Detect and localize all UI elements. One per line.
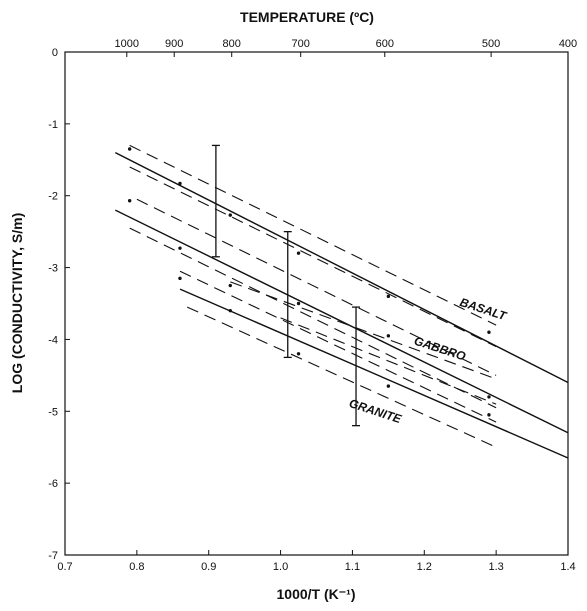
points-layer — [127, 147, 491, 417]
top-tick-label: 800 — [223, 38, 241, 50]
label-gabbro: GABBRO — [412, 334, 468, 364]
errorbar-layer — [211, 144, 361, 427]
y-tick-label: -3 — [48, 263, 58, 275]
y-tick-label: -6 — [48, 478, 58, 490]
axis-layer: 0.7 0.8 0.9 1.0 1.1 1.2 1.3 1.4 0 -1 -2 -3 -4 -5 -6 -7 1… — [48, 38, 577, 573]
data-point — [127, 199, 132, 203]
data-point — [487, 395, 491, 399]
series-line-gabbro — [114, 209, 569, 434]
y-tick-label: -2 — [48, 191, 58, 203]
data-point — [228, 308, 232, 313]
data-point — [228, 213, 232, 217]
dashed-line — [179, 270, 497, 423]
top-tick-label: 600 — [376, 38, 394, 50]
data-point — [178, 181, 182, 186]
data-point — [386, 384, 391, 388]
data-point — [296, 301, 301, 306]
x-axis-title: 1000/T (K⁻¹) — [277, 586, 356, 602]
data-point — [178, 246, 182, 250]
top-tick-label: 500 — [482, 38, 500, 50]
y-tick-label: -1 — [48, 119, 58, 131]
x-tick-label: 1.2 — [417, 561, 432, 573]
y-tick-label: -5 — [48, 406, 58, 418]
series-line-basalt — [114, 151, 569, 384]
dashed-line — [129, 166, 497, 348]
y-axis-title: LOG (CONDUCTIVITY, S/m) — [9, 213, 25, 393]
data-point — [296, 251, 301, 255]
series-line-granite — [179, 288, 569, 459]
dashed-line — [230, 281, 497, 380]
data-point — [228, 283, 232, 288]
dashed-line — [186, 306, 497, 448]
dashed-line — [129, 144, 497, 326]
data-point — [386, 334, 391, 338]
y-tick-label: -4 — [48, 334, 58, 346]
x-tick-label: 1.4 — [560, 561, 575, 573]
series-layer — [114, 144, 569, 459]
top-tick-label: 700 — [292, 38, 310, 50]
x-tick-label: 1.3 — [488, 561, 503, 573]
data-point — [127, 147, 132, 151]
x-tick-label: 0.8 — [129, 561, 144, 573]
x-tick-label: 0.7 — [57, 561, 72, 573]
top-tick-label: 900 — [165, 38, 183, 50]
data-point — [487, 413, 491, 417]
x-tick-label: 1.1 — [345, 561, 360, 573]
label-basalt: BASALT — [458, 295, 509, 324]
data-point — [296, 352, 301, 356]
y-tick-label: 0 — [52, 47, 58, 59]
top-tick-label: 400 — [559, 38, 577, 50]
data-point — [178, 276, 182, 281]
plot-frame — [64, 51, 569, 556]
top-tick-label: 1000 — [115, 38, 139, 50]
dashed-line — [136, 198, 497, 376]
top-axis-title: TEMPERATURE (ºC) — [240, 9, 374, 25]
data-point — [487, 330, 491, 334]
dashed-line — [129, 227, 497, 409]
y-tick-label: -7 — [48, 550, 58, 562]
x-tick-label: 1.0 — [273, 561, 288, 573]
data-point — [386, 294, 391, 299]
x-tick-label: 0.9 — [201, 561, 216, 573]
dashed-line — [280, 317, 497, 405]
